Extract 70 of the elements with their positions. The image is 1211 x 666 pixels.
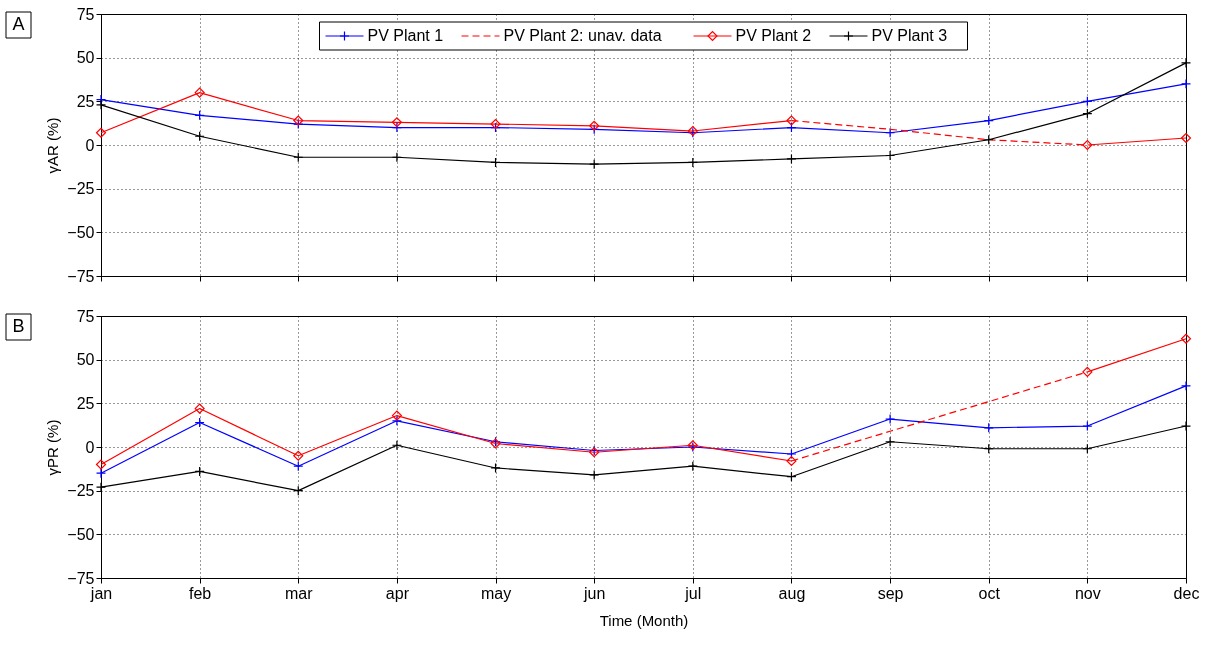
- y-tick-label: 50: [76, 49, 95, 67]
- x-tick-label: may: [480, 584, 512, 602]
- x-tick-label: nov: [1074, 584, 1101, 602]
- point: [589, 120, 600, 131]
- point: [490, 118, 501, 130]
- x-tick-label: oct: [978, 584, 1001, 602]
- point: [786, 455, 797, 467]
- y-tick-label: 0: [85, 438, 95, 456]
- y-tick-label: −50: [67, 223, 95, 241]
- legend-label: PV Plant 3: [871, 27, 948, 44]
- point: [885, 436, 896, 447]
- y-tick-label: −75: [67, 267, 95, 285]
- point: [1082, 366, 1093, 377]
- point: [95, 459, 107, 470]
- point: [490, 462, 501, 474]
- point: [1180, 132, 1192, 144]
- y-axis-title: γAR (%): [44, 117, 62, 174]
- x-tick-label: sep: [877, 584, 904, 602]
- point: [885, 413, 896, 425]
- point: [391, 415, 402, 426]
- point: [391, 122, 402, 133]
- x-tick-label: dec: [1173, 584, 1200, 602]
- y-tick-label: −50: [67, 525, 95, 543]
- x-tick-label: jun: [583, 584, 606, 602]
- point: [391, 117, 402, 128]
- x-tick-label: aug: [778, 584, 806, 602]
- point: [391, 152, 402, 163]
- point: [391, 440, 402, 451]
- point: [1180, 57, 1192, 68]
- point: [293, 115, 304, 126]
- point: [1082, 420, 1093, 432]
- point: [786, 115, 797, 126]
- y-tick-label: −25: [67, 482, 95, 500]
- point: [95, 127, 107, 138]
- x-tick-label: jul: [684, 584, 702, 602]
- point: [885, 150, 896, 161]
- y-tick-label: −25: [67, 180, 95, 198]
- x-tick-label: mar: [284, 584, 314, 602]
- point: [95, 99, 107, 110]
- x-axis-title: Time (Month): [599, 611, 689, 629]
- point: [1180, 333, 1192, 344]
- y-tick-label: 0: [85, 136, 95, 154]
- point: [391, 410, 402, 421]
- x-tick-label: apr: [385, 584, 410, 602]
- x-tick-label: feb: [189, 584, 212, 602]
- y-axis-title: γPR (%): [44, 419, 62, 476]
- y-tick-label: −75: [67, 569, 95, 587]
- legend-label: PV Plant 2: unav. data: [503, 27, 662, 44]
- point: [194, 87, 205, 98]
- y-tick-label: 25: [76, 394, 95, 412]
- point: [885, 127, 896, 138]
- point: [1180, 78, 1192, 89]
- x-tick-label: jan: [89, 584, 113, 602]
- point: [95, 468, 107, 479]
- point: [589, 469, 600, 481]
- legend-label: PV Plant 1: [367, 27, 444, 44]
- point: [786, 448, 797, 460]
- point: [1082, 139, 1093, 151]
- y-tick-label: 25: [76, 92, 95, 110]
- y-tick-label: 75: [76, 307, 95, 325]
- y-tick-label: 75: [76, 5, 95, 23]
- text: A: [12, 14, 25, 34]
- y-tick-label: 50: [76, 351, 95, 369]
- point: [194, 403, 205, 414]
- point: [1180, 420, 1192, 432]
- point: [1180, 380, 1192, 391]
- legend-label: PV Plant 2: [735, 27, 812, 44]
- point: [786, 153, 797, 165]
- text: B: [12, 316, 25, 336]
- point: [293, 450, 304, 461]
